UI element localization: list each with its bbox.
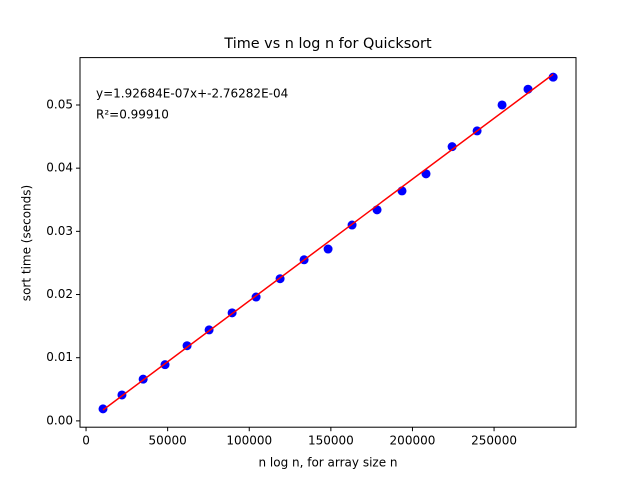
x-tick-label: 250000 xyxy=(471,434,517,448)
point xyxy=(447,142,457,152)
point xyxy=(372,205,382,215)
point xyxy=(548,72,558,82)
y-tick-label: 0.03 xyxy=(46,224,73,238)
y-tick-label: 0.05 xyxy=(46,97,73,111)
y-tick-label: 0.00 xyxy=(46,413,73,427)
point xyxy=(497,100,507,110)
x-tick-label: 200000 xyxy=(390,434,436,448)
point xyxy=(98,404,108,414)
point xyxy=(182,341,192,351)
chart-title: Time vs n log n for Quicksort xyxy=(223,36,432,52)
fit-line xyxy=(102,73,554,411)
x-tick-label: 100000 xyxy=(226,434,272,448)
x-tick-label: 150000 xyxy=(308,434,354,448)
annotation: y=1.92684E-07x+-2.76282E-04 xyxy=(96,87,288,101)
annotation: R²=0.99910 xyxy=(96,108,169,122)
x-tick-label: 50000 xyxy=(149,434,187,448)
x-axis-label: n log n, for array size n xyxy=(258,456,397,470)
point xyxy=(323,244,333,254)
y-tick-label: 0.04 xyxy=(46,161,73,175)
y-tick-label: 0.01 xyxy=(46,350,73,364)
y-axis-label: sort time (seconds) xyxy=(20,185,34,301)
x-tick-label: 0 xyxy=(82,434,90,448)
plot-frame xyxy=(79,57,577,428)
y-tick-label: 0.02 xyxy=(46,287,73,301)
